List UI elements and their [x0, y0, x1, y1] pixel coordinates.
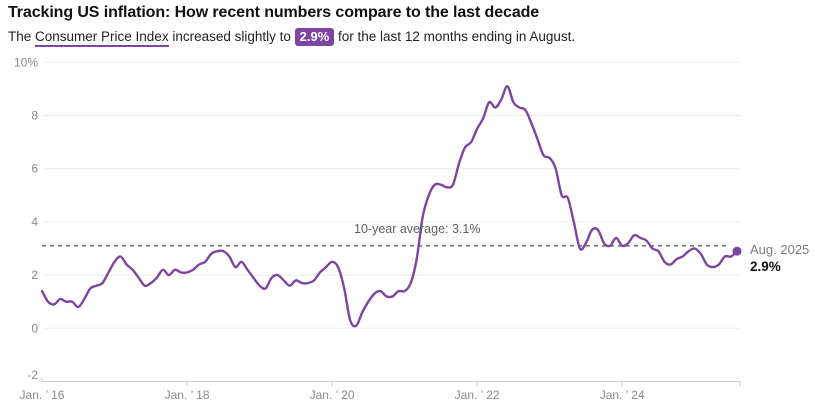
end-annotation-value: 2.9% [750, 259, 781, 274]
end-point-dot[interactable] [732, 246, 742, 256]
y-axis-tick-label: 0 [31, 321, 38, 335]
y-axis-tick-label: 10% [14, 55, 38, 69]
y-axis-tick-label: -2 [27, 368, 38, 382]
subtitle-text-mid: increased slightly to [168, 29, 295, 44]
y-axis-tick-label: 6 [31, 162, 38, 176]
x-axis-tick-label: Jan. ’ 24 [600, 388, 645, 402]
x-axis-tick-label: Jan. ’ 18 [165, 388, 210, 402]
x-axis-tick-label: Jan. ’ 20 [310, 388, 355, 402]
average-line-label: 10-year average: 3.1% [354, 222, 481, 236]
page-title: Tracking US inflation: How recent number… [8, 4, 540, 21]
x-axis-tick-label: Jan. ’ 22 [455, 388, 500, 402]
y-axis-tick-label: 8 [31, 109, 38, 123]
chart-subtitle: The Consumer Price Index increased sligh… [8, 27, 575, 47]
subtitle-text-prefix: The [8, 29, 36, 44]
y-axis-tick-label: 2 [31, 268, 38, 282]
end-annotation: Aug. 2025 2.9% [750, 242, 809, 274]
subtitle-text-suffix: for the last 12 months ending in August. [334, 29, 576, 44]
end-annotation-date: Aug. 2025 [750, 242, 810, 257]
x-axis-tick-label: Jan. ’ 16 [20, 388, 65, 402]
cpi-link[interactable]: Consumer Price Index [35, 29, 169, 47]
cpi-line-series [40, 85, 739, 328]
y-axis-tick-label: 4 [31, 215, 38, 229]
cpi-value-badge: 2.9% [294, 28, 335, 46]
